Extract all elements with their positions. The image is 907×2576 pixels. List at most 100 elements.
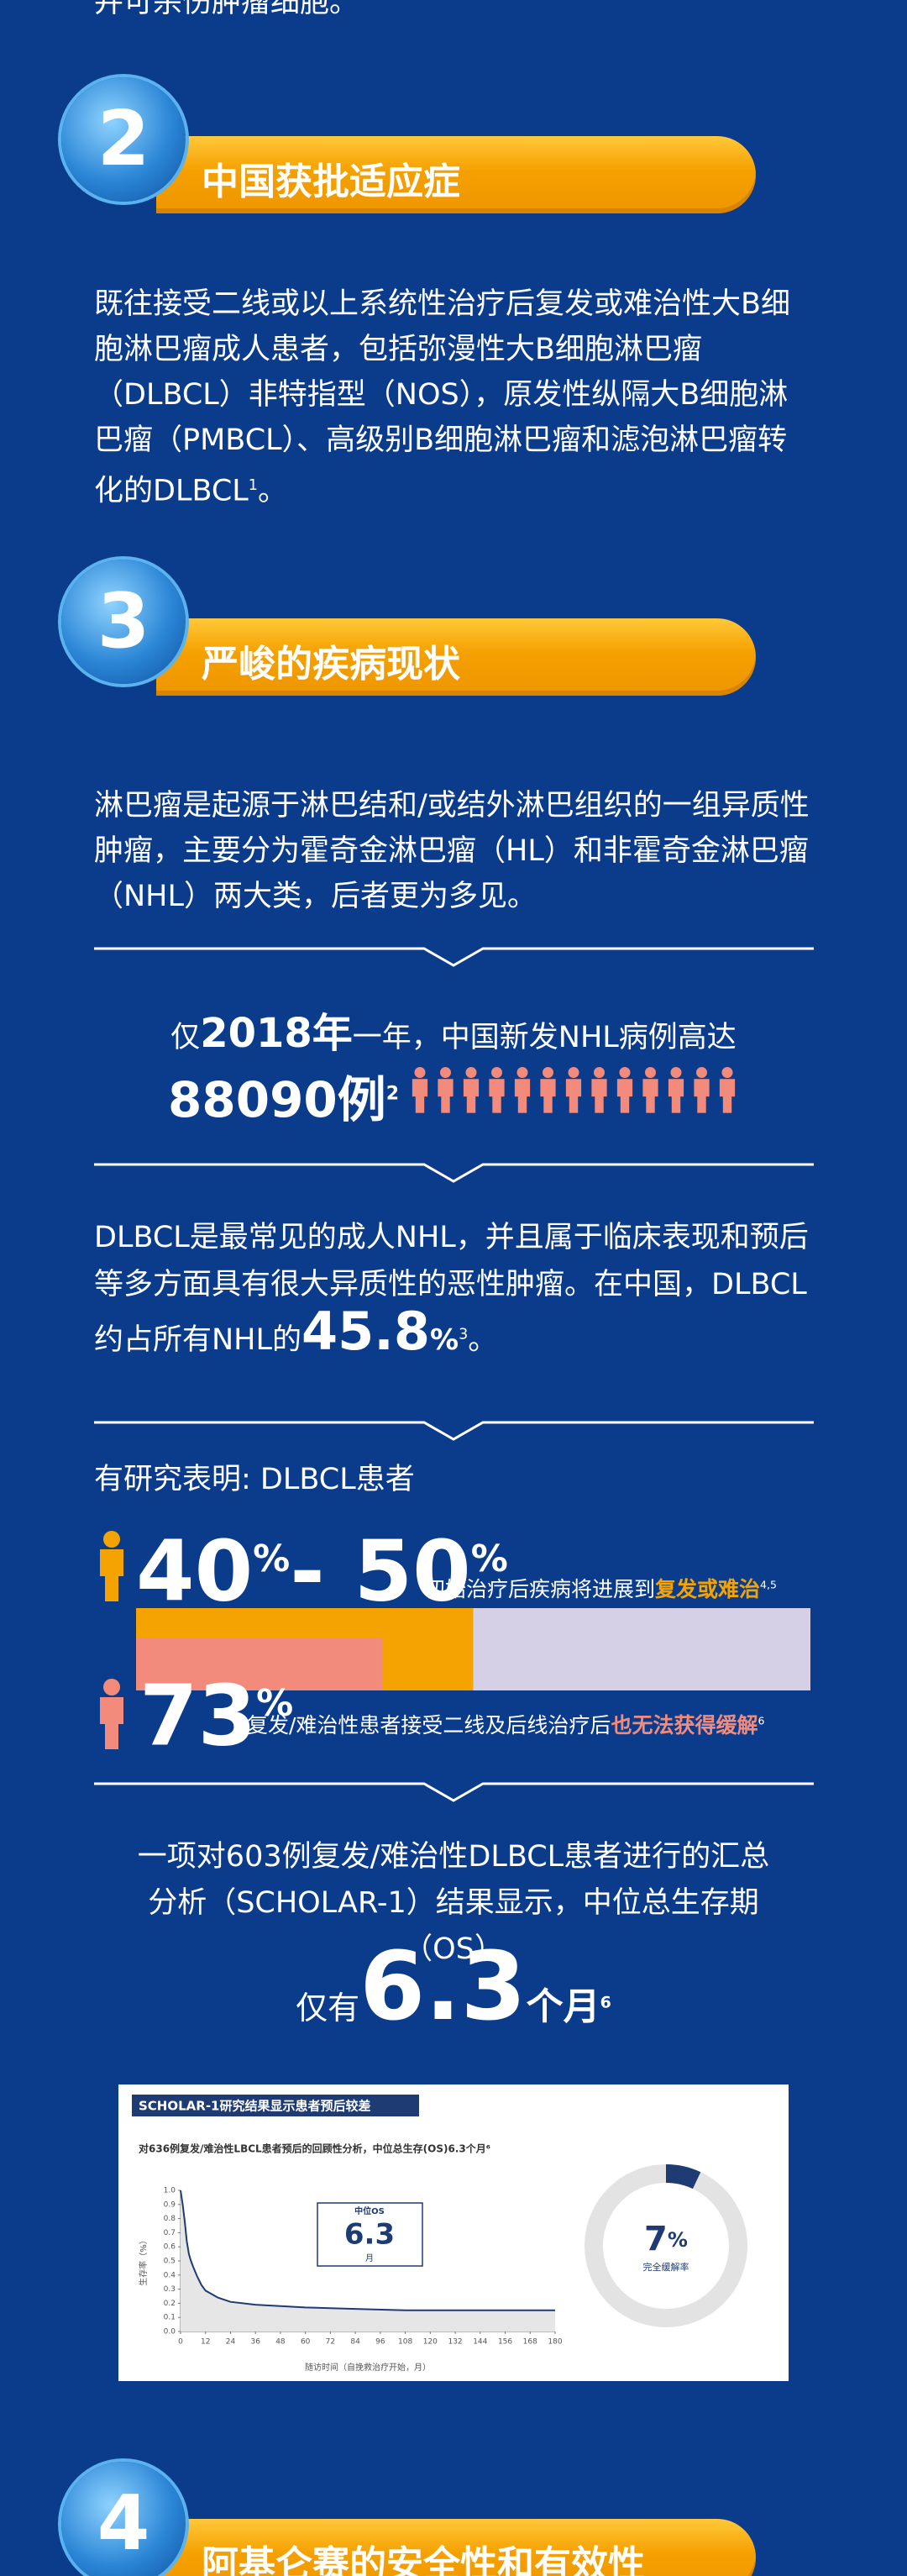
ref: 6 — [600, 1993, 611, 2012]
person-icon — [670, 1067, 682, 1078]
divider — [94, 1163, 814, 1183]
person-icon — [619, 1067, 631, 1078]
person-icon — [414, 1067, 426, 1078]
person-icon — [463, 1079, 480, 1113]
text: 。 — [257, 474, 287, 508]
survival-area — [181, 2190, 555, 2332]
highlight: 也无法获得缓解 — [611, 1713, 758, 1737]
text: 。 — [468, 1323, 498, 1357]
dlbcl-share: DLBCL是最常见的成人NHL，并且属于临床表现和预后等多方面具有很大异质性的恶… — [94, 1214, 816, 1364]
y-tick-label: 0.2 — [164, 2300, 176, 2308]
banner — [156, 2519, 756, 2576]
badge: 2 — [61, 77, 186, 202]
unit: % — [668, 2228, 688, 2252]
x-tick-label: 108 — [398, 2338, 412, 2347]
median-box — [317, 2202, 423, 2267]
scholar-result: 仅有6.3个月6 — [0, 1932, 907, 2042]
divider — [94, 1421, 814, 1441]
unit: % — [429, 1323, 459, 1357]
study-intro: 有研究表明: DLBCL患者 — [94, 1463, 415, 1496]
person-icon — [465, 1067, 477, 1078]
survival-line — [180, 2190, 555, 2311]
intro-tail: 并可杀伤肿瘤细胞。 — [94, 0, 359, 19]
text: 复发/难治性患者接受二线及后线治疗后 — [247, 1713, 611, 1737]
cases: 88090例2 — [168, 1060, 399, 1131]
person-icon — [100, 1549, 123, 1601]
ref: 2 — [385, 1083, 400, 1105]
x-tick-label: 72 — [326, 2338, 335, 2347]
x-tick-label: 0 — [178, 2338, 183, 2347]
x-tick-label: 144 — [473, 2338, 487, 2347]
y-tick-label: 0.4 — [164, 2271, 176, 2279]
person-icon — [719, 1079, 736, 1113]
ref: 1 — [248, 477, 258, 494]
chart-title: SCHOLAR-1研究结果显示患者预后较差 — [139, 2099, 371, 2114]
x-tick-label: 168 — [523, 2338, 537, 2347]
x-axis-label: 随访时间（自挽救治疗开始，月） — [305, 2362, 431, 2373]
progression-text: 初始治疗后疾病将进展到复发或难治4,5 — [424, 1573, 777, 1603]
unit: % — [470, 1538, 508, 1580]
y-tick-label: 0.6 — [164, 2243, 176, 2252]
x-tick-label: 132 — [448, 2338, 462, 2347]
y-tick-label: 0.0 — [164, 2328, 176, 2337]
person-icon — [694, 1079, 710, 1113]
ref: 6 — [758, 1714, 765, 1727]
person-icon — [514, 1079, 531, 1113]
y-tick-label: 0.5 — [164, 2258, 176, 2266]
x-tick-label: 180 — [548, 2338, 562, 2347]
banner — [156, 618, 756, 696]
person-icon — [440, 1067, 451, 1078]
x-tick-label: 24 — [226, 2338, 236, 2347]
share-value: 45.8 — [301, 1301, 430, 1362]
divider — [94, 947, 814, 967]
low: 40 — [136, 1522, 254, 1621]
text: 初始治疗后疾病将进展到 — [424, 1577, 656, 1601]
x-tick-label: 120 — [423, 2338, 438, 2347]
median-unit: 月 — [365, 2253, 374, 2263]
y-tick-label: 0.3 — [164, 2285, 176, 2294]
median-value: 6.3 — [344, 2218, 395, 2252]
title-bar — [132, 2095, 419, 2116]
person-icon — [103, 1679, 120, 1695]
high: 50 — [354, 1522, 471, 1621]
person-icon — [568, 1067, 579, 1078]
median-label: 中位OS — [354, 2205, 385, 2216]
section-title: 严峻的疾病现状 — [202, 643, 460, 686]
person-icon — [645, 1067, 656, 1078]
x-tick-label: 36 — [250, 2338, 260, 2347]
indication: 既往接受二线或以上系统性治疗后复发或难治性大B细胞淋巴瘤成人患者，包括弥漫性大B… — [94, 281, 816, 514]
ref: 3 — [459, 1326, 469, 1343]
person-icon — [565, 1079, 582, 1113]
no-remission-value: 73% — [139, 1657, 293, 1763]
person-icon — [668, 1079, 684, 1113]
x-tick-label: 156 — [498, 2338, 512, 2347]
dash: - — [290, 1522, 354, 1621]
person-icon — [616, 1079, 633, 1113]
y-tick-label: 0.1 — [164, 2314, 176, 2322]
person-icon — [543, 1067, 553, 1078]
y-tick-label: 0.7 — [164, 2229, 176, 2237]
y-tick-label: 1.0 — [164, 2187, 176, 2195]
x-tick-label: 84 — [350, 2338, 360, 2347]
unit: % — [256, 1682, 294, 1725]
person-icon — [594, 1067, 605, 1078]
y-axis-label: 生存率（%） — [138, 2236, 149, 2286]
no-remission-text: 复发/难治性患者接受二线及后线治疗后也无法获得缓解6 — [247, 1709, 764, 1739]
x-tick-label: 96 — [375, 2338, 385, 2347]
person-icon — [103, 1531, 120, 1548]
lymphoma-intro: 淋巴瘤是起源于淋巴结和/或结外淋巴组织的一组异质性肿瘤，主要分为霍奇金淋巴瘤（H… — [94, 789, 810, 913]
progression-range: 40%- 50% — [136, 1512, 508, 1618]
section-title: 中国获批适应症 — [202, 160, 460, 203]
person-icon — [489, 1079, 505, 1113]
chart: SCHOLAR-1研究结果显示患者预后较差对636例复发/难治性LBCL患者预后… — [118, 2084, 789, 2381]
person-icon — [642, 1079, 658, 1113]
text: 仅有 — [296, 1990, 360, 2027]
text: 既往接受二线或以上系统性治疗后复发或难治性大B细胞淋巴瘤成人患者，包括弥漫性大B… — [94, 287, 791, 508]
person-icon — [438, 1079, 454, 1113]
cases-value: 88090例 — [168, 1071, 386, 1128]
donut-value: 7% — [644, 2220, 688, 2258]
incidence: 仅2018年一年，中国新发NHL病例高达 — [0, 1000, 907, 1059]
person-icon — [100, 1697, 123, 1749]
person-icon — [516, 1067, 528, 1078]
